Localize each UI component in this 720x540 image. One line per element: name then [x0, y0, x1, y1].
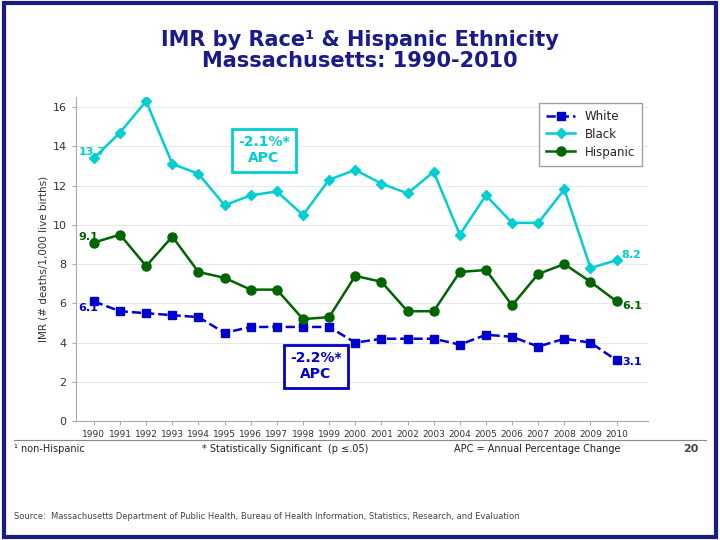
Hispanic [299, 316, 307, 322]
Hispanic [89, 239, 98, 246]
Text: -2.1%*
APC: -2.1%* APC [238, 135, 289, 165]
Text: -2.2%*
APC: -2.2%* APC [290, 351, 342, 381]
Text: IMR by Race¹ & Hispanic Ethnicity: IMR by Race¹ & Hispanic Ethnicity [161, 30, 559, 51]
Black [403, 190, 412, 197]
Black [351, 167, 359, 173]
Text: 20: 20 [683, 444, 698, 454]
White [325, 323, 333, 330]
Hispanic [586, 279, 595, 285]
Black [456, 232, 464, 238]
Black [194, 171, 203, 177]
White [377, 335, 386, 342]
Hispanic [560, 261, 569, 267]
Black [560, 186, 569, 193]
Line: White: White [90, 298, 621, 364]
White [429, 335, 438, 342]
Black [508, 220, 516, 226]
Legend: White, Black, Hispanic: White, Black, Hispanic [539, 103, 642, 166]
Y-axis label: IMR (# deaths/1,000 live births): IMR (# deaths/1,000 live births) [38, 176, 48, 342]
Text: * Statistically Significant  (p ≤.05): * Statistically Significant (p ≤.05) [202, 444, 368, 454]
White [351, 340, 359, 346]
Hispanic [116, 232, 125, 238]
Black [246, 192, 255, 199]
White [508, 334, 516, 340]
Text: 6.1: 6.1 [622, 301, 642, 312]
White [482, 332, 490, 338]
Black [377, 180, 386, 187]
White [299, 323, 307, 330]
Black [429, 168, 438, 175]
Text: ¹ non-Hispanic: ¹ non-Hispanic [14, 444, 85, 454]
Black [142, 98, 150, 104]
White [168, 312, 176, 319]
Hispanic [168, 233, 176, 240]
Text: 8.2: 8.2 [622, 250, 642, 260]
Hispanic [534, 271, 543, 277]
White [116, 308, 125, 314]
Hispanic [273, 286, 282, 293]
White [534, 343, 543, 350]
White [246, 323, 255, 330]
Hispanic [429, 308, 438, 314]
White [560, 335, 569, 342]
Black [220, 202, 229, 208]
Hispanic [456, 269, 464, 275]
Black [89, 155, 98, 161]
Line: Hispanic: Hispanic [89, 230, 621, 323]
Hispanic [246, 286, 255, 293]
Black [299, 212, 307, 218]
Hispanic [194, 269, 203, 275]
Black [116, 129, 125, 136]
Hispanic [325, 314, 333, 320]
Hispanic [142, 263, 150, 269]
White [456, 341, 464, 348]
White [612, 357, 621, 363]
Hispanic [351, 273, 359, 279]
Black [534, 220, 543, 226]
Text: 9.1: 9.1 [78, 232, 98, 241]
Black [273, 188, 282, 195]
White [142, 310, 150, 316]
Hispanic [220, 275, 229, 281]
Hispanic [403, 308, 412, 314]
Black [482, 192, 490, 199]
Black [612, 257, 621, 264]
Text: Massachusetts: 1990-2010: Massachusetts: 1990-2010 [202, 51, 518, 71]
White [273, 323, 282, 330]
White [220, 329, 229, 336]
Black [586, 265, 595, 271]
Text: 6.1: 6.1 [78, 303, 98, 313]
Hispanic [508, 302, 516, 308]
Hispanic [482, 267, 490, 273]
Text: Source:  Massachusetts Department of Public Health, Bureau of Health Information: Source: Massachusetts Department of Publ… [14, 512, 520, 522]
White [586, 340, 595, 346]
Text: 13.7: 13.7 [78, 147, 106, 157]
Black [325, 177, 333, 183]
Line: Black: Black [90, 97, 621, 272]
White [194, 314, 203, 320]
White [89, 298, 98, 305]
Hispanic [612, 298, 621, 305]
White [403, 335, 412, 342]
Hispanic [377, 279, 386, 285]
Text: APC = Annual Percentage Change: APC = Annual Percentage Change [454, 444, 620, 454]
Text: 3.1: 3.1 [622, 357, 642, 367]
Black [168, 161, 176, 167]
